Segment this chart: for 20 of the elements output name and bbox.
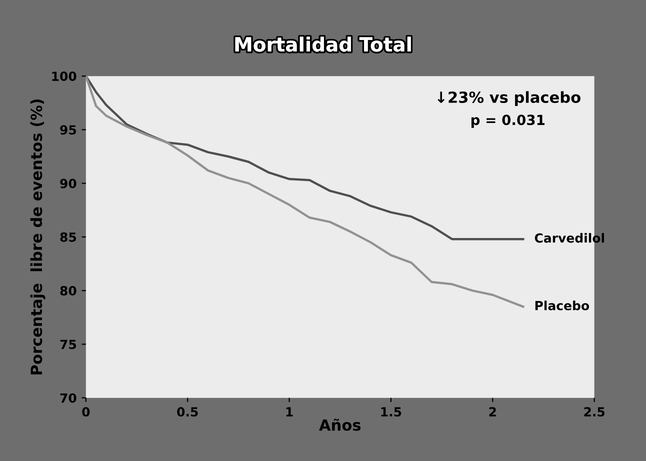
annotation: ↓23% vs placebo [438, 91, 580, 106]
y-tick-label: 75 [60, 340, 76, 350]
y-tick-label: 80 [60, 286, 76, 296]
y-axis-title: Porcentaje libre de eventos (%) [30, 99, 46, 374]
series-label: Placebo [535, 300, 590, 310]
x-tick-label: 0.5 [177, 407, 198, 417]
y-tick-label: 90 [60, 178, 76, 188]
x-tick-label: 1 [286, 407, 293, 416]
y-tick-label: 95 [60, 125, 76, 135]
series-label: Carvedilol [534, 233, 604, 243]
x-tick-label: 0 [82, 407, 90, 417]
y-tick-label: 70 [60, 393, 76, 403]
x-axis-title: Años [319, 418, 361, 431]
x-tick-label: 2.5 [584, 407, 605, 417]
y-tick-label: 85 [60, 232, 76, 242]
x-tick-label: 1.5 [381, 407, 402, 417]
y-tick-label: 100 [52, 72, 76, 81]
annotation: p = 0.031 [471, 114, 545, 128]
x-tick-label: 2 [489, 407, 496, 416]
chart-title: Mortalidad Total [235, 36, 411, 52]
